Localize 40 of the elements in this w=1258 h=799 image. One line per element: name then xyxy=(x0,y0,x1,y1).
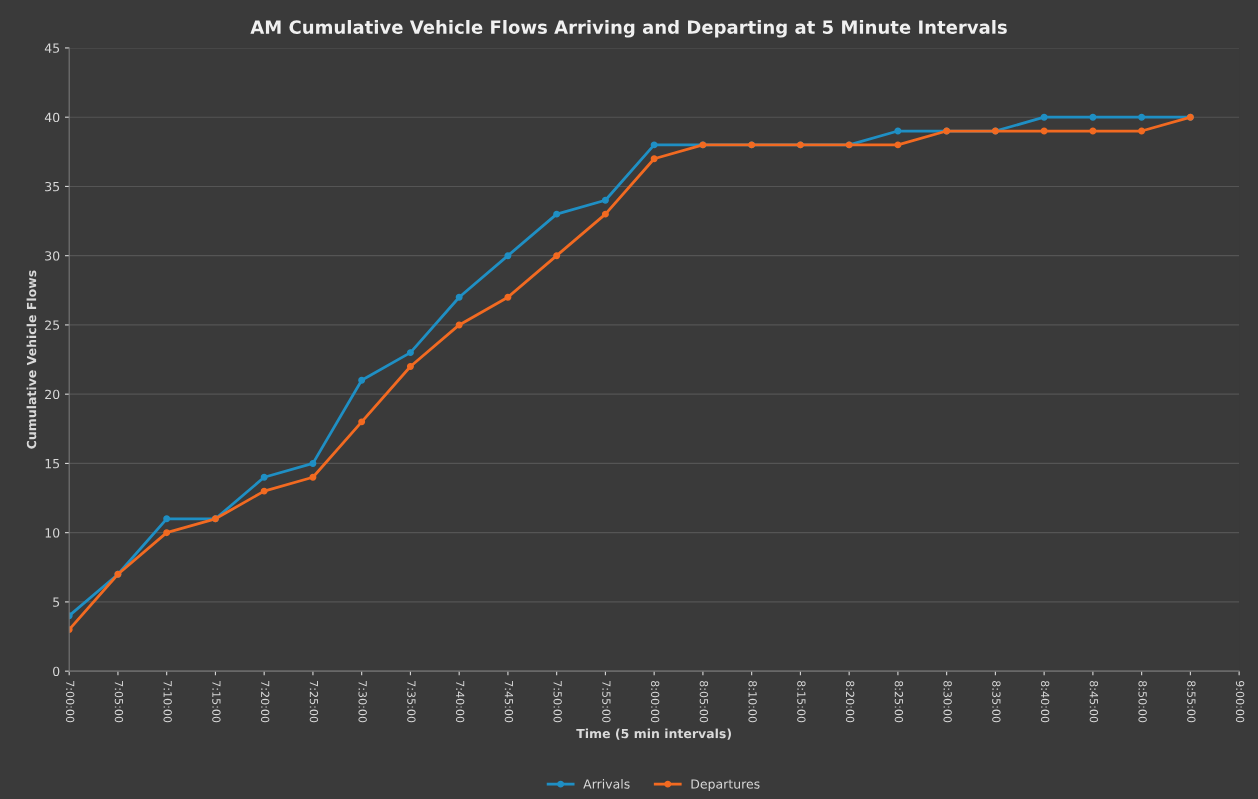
x-tick-label: 8:10:00 xyxy=(748,680,757,723)
x-tick-label: 8:55:00 xyxy=(1187,680,1196,723)
x-axis-title: Time (5 min intervals) xyxy=(576,728,731,740)
y-tick-label: 35 xyxy=(45,181,60,192)
x-tick-label: 7:20:00 xyxy=(260,681,270,723)
y-tick-label: 20 xyxy=(45,389,60,400)
y-tick-label: 10 xyxy=(45,528,60,538)
x-tick-label: 8:45:00 xyxy=(1089,680,1099,723)
legend-label: Arrivals xyxy=(583,779,630,789)
x-tick-label: 7:05:00 xyxy=(114,681,124,723)
x-tick-label: 8:25:00 xyxy=(894,680,904,723)
x-tick-label: 8:15:00 xyxy=(797,680,806,723)
y-tick-label: 45 xyxy=(44,43,60,53)
x-tick-label: 8:50:00 xyxy=(1138,680,1147,723)
x-tick-label: 7:30:00 xyxy=(358,681,367,723)
y-tick-label: 30 xyxy=(45,251,60,261)
y-axis-title: Cumulative Vehicle Flows xyxy=(26,270,37,449)
x-tick-label: 7:50:00 xyxy=(553,681,562,723)
x-tick-label: 9:00:00 xyxy=(1235,680,1245,723)
x-tick-label: 7:40:00 xyxy=(455,681,465,723)
x-tick-label: 8:40:00 xyxy=(1040,680,1050,723)
x-tick-label: 7:15:00 xyxy=(212,681,221,723)
legend-label: Departures xyxy=(691,779,760,792)
y-tick-label: 0 xyxy=(53,666,60,677)
y-tick-label: 15 xyxy=(45,459,60,469)
x-tick-label: 7:55:00 xyxy=(602,681,611,723)
x-tick-label: 8:30:00 xyxy=(943,680,952,723)
x-tick-label: 8:05:00 xyxy=(699,680,709,723)
x-tick-label: 8:35:00 xyxy=(992,680,1001,723)
x-tick-label: 8:00:00 xyxy=(650,680,660,723)
x-tick-label: 7:10:00 xyxy=(163,681,172,723)
x-tick-label: 7:25:00 xyxy=(309,681,319,723)
y-tick-label: 40 xyxy=(44,112,60,123)
x-tick-label: 8:20:00 xyxy=(845,680,855,723)
x-tick-label: 7:35:00 xyxy=(407,681,416,723)
chart-title: AM Cumulative Vehicle Flows Arriving and Departing at 5 Minute Intervals xyxy=(250,19,1007,38)
y-tick-label: 5 xyxy=(53,597,60,607)
x-tick-label: 7:00:00 xyxy=(65,681,75,723)
y-tick-label: 25 xyxy=(45,320,60,330)
x-tick-label: 7:45:00 xyxy=(504,681,514,723)
